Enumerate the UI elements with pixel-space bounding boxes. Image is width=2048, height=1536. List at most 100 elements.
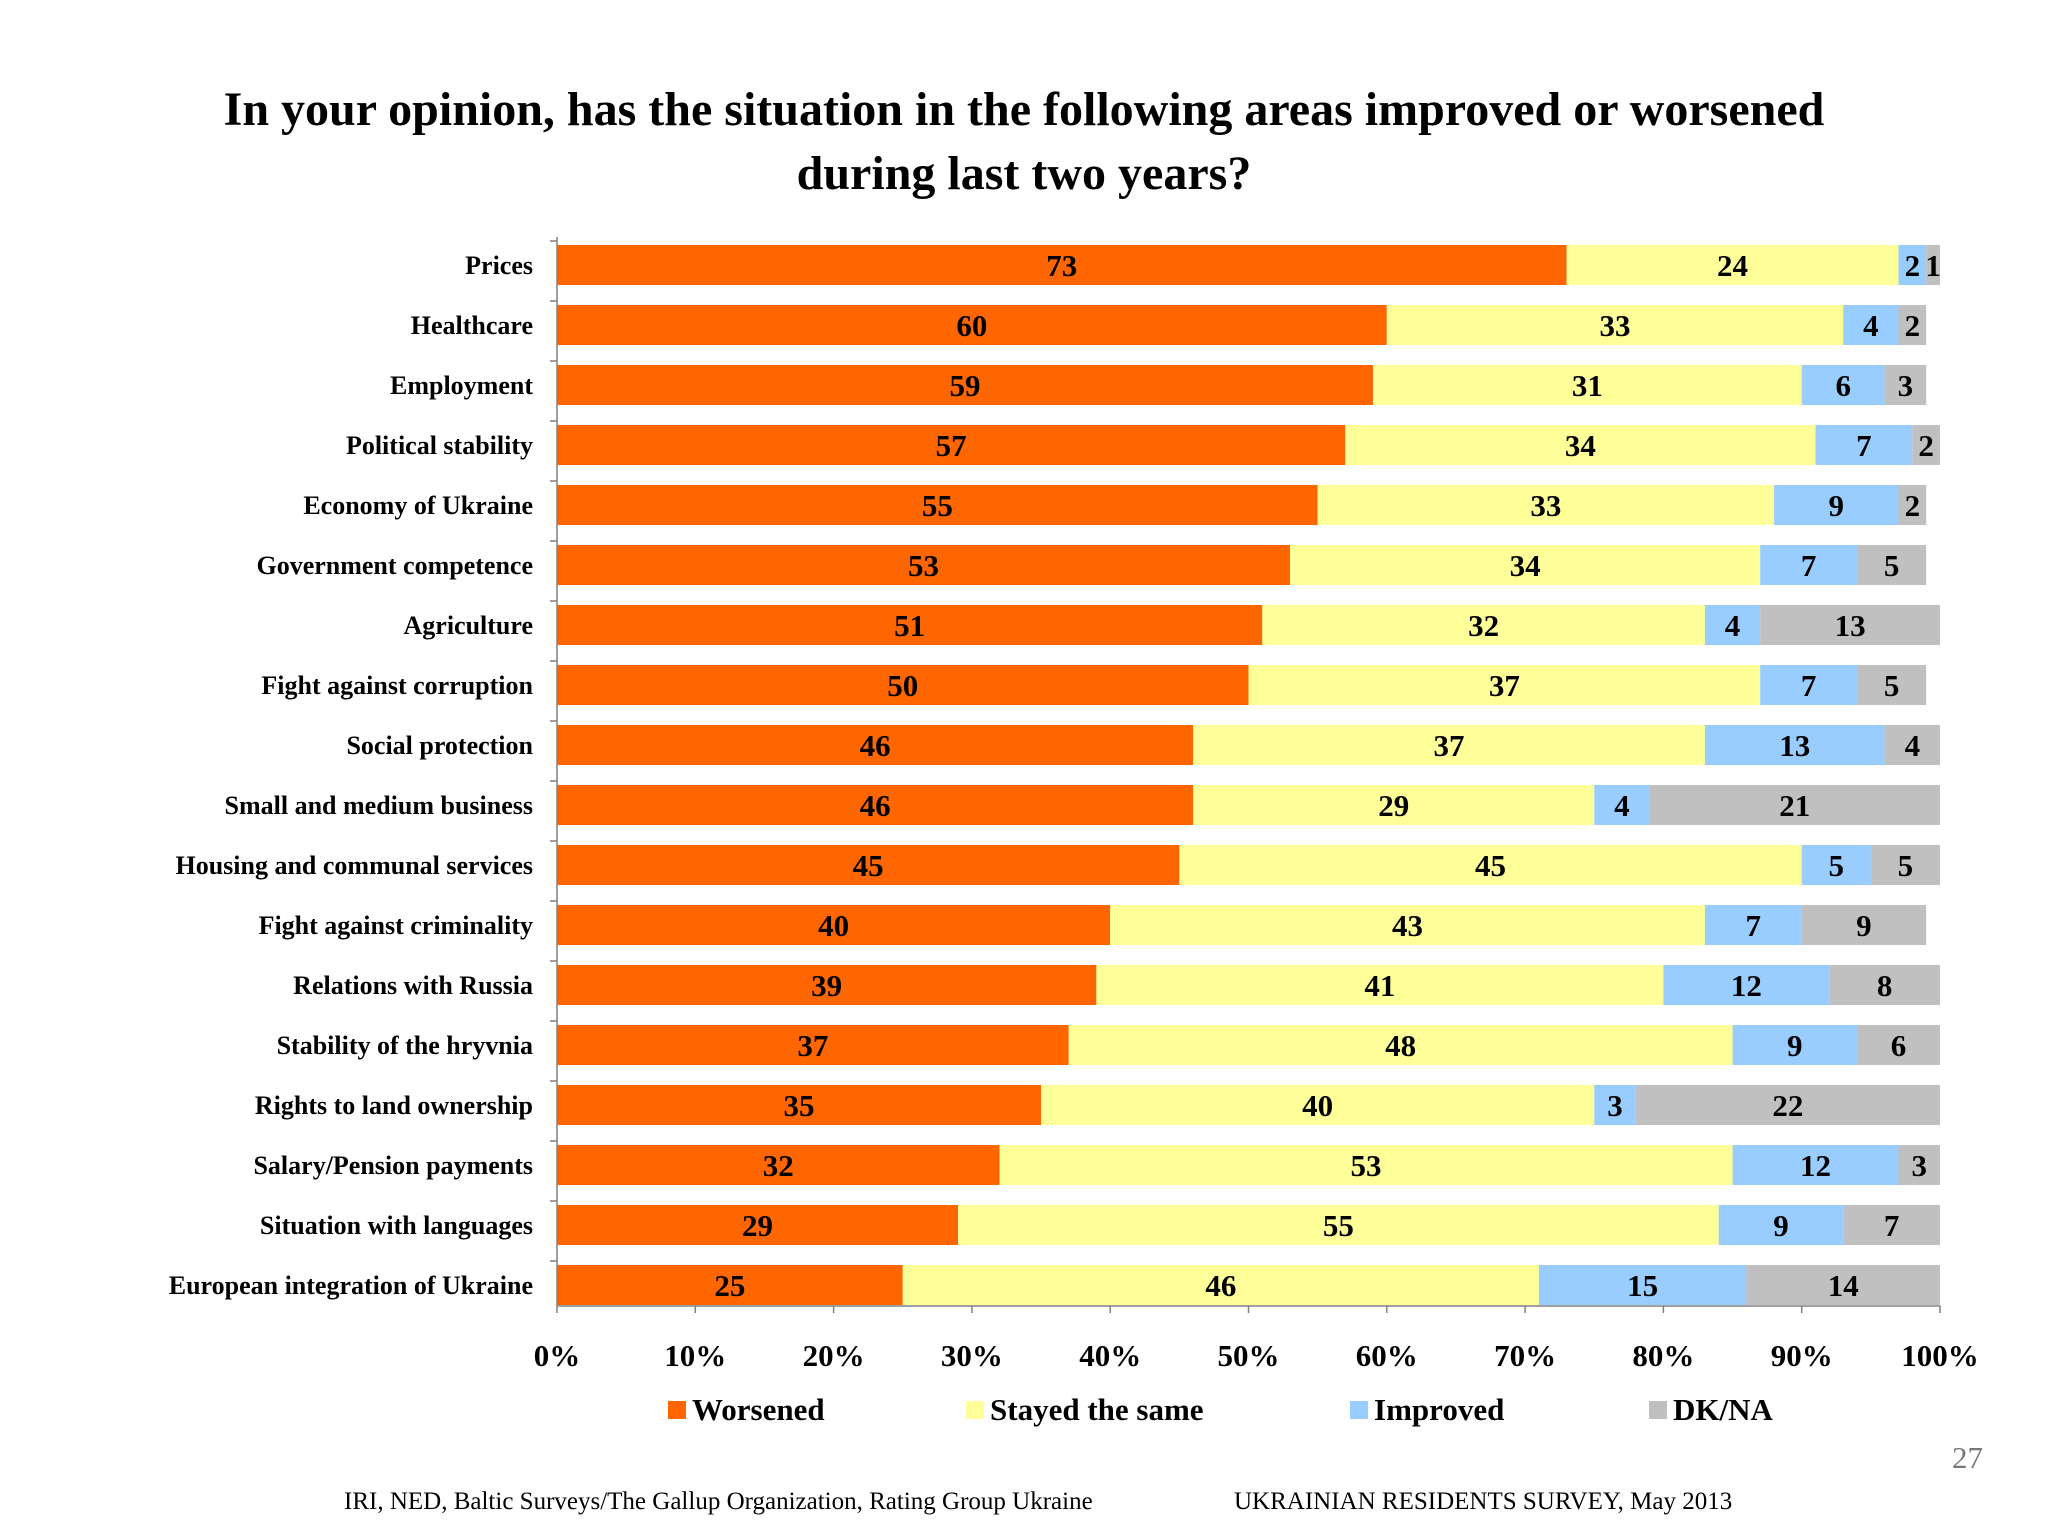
bar-improved-agriculture [1704,605,1761,645]
bar-worsened-housing-and-communal-services [557,845,1180,885]
data-label-worsened-government-competence: 53 [908,548,939,583]
data-label-improved-fight-against-criminality: 7 [1746,908,1762,943]
bar-dk-na-fight-against-criminality [1801,905,1927,945]
data-label-stayed-the-same-relations-with-russia: 41 [1364,968,1395,1003]
bar-worsened-fight-against-criminality [557,905,1111,945]
bar-stayed-the-same-small-and-medium-business [1193,785,1595,825]
data-label-worsened-salary-pension-payments: 32 [763,1148,794,1183]
data-label-stayed-the-same-fight-against-criminality: 43 [1392,908,1423,943]
bar-dk-na-small-and-medium-business [1649,785,1940,825]
legend-label-dkna: DK/NA [1673,1392,1773,1427]
data-label-improved-rights-to-land-ownership: 3 [1607,1088,1623,1123]
category-label-employment: Employment [390,371,533,400]
bar-dk-na-economy-of-ukraine [1898,485,1927,525]
data-label-improved-situation-with-languages: 9 [1773,1208,1789,1243]
category-label-political-stability: Political stability [346,431,533,460]
footer-survey-name: UKRAINIAN RESIDENTS SURVEY, May 2013 [1234,1488,1733,1515]
bar-worsened-social-protection [557,725,1194,765]
data-label-worsened-political-stability: 57 [936,428,967,463]
data-label-worsened-economy-of-ukraine: 55 [922,488,953,523]
bar-stayed-the-same-salary-pension-payments [999,1145,1733,1185]
data-label-dk-na-rights-to-land-ownership: 22 [1772,1088,1803,1123]
bars-layer [557,245,1940,1305]
bar-worsened-relations-with-russia [557,965,1097,1005]
data-label-worsened-prices: 73 [1046,248,1077,283]
category-label-prices: Prices [465,251,533,280]
bar-dk-na-employment [1884,365,1927,405]
category-label-rights-to-land-ownership: Rights to land ownership [255,1091,533,1120]
category-label-fight-against-corruption: Fight against corruption [261,671,533,700]
data-label-dk-na-fight-against-corruption: 5 [1884,668,1900,703]
bar-worsened-stability-of-the-hryvnia [557,1025,1069,1065]
bar-improved-fight-against-corruption [1760,665,1858,705]
x-tick-label-20: 20% [803,1338,865,1373]
bar-dk-na-prices [1926,245,1940,285]
bar-improved-housing-and-communal-services [1801,845,1871,885]
bar-dk-na-agriculture [1760,605,1940,645]
bar-improved-economy-of-ukraine [1774,485,1899,525]
data-label-dk-na-small-and-medium-business: 21 [1779,788,1810,823]
bar-improved-relations-with-russia [1663,965,1830,1005]
legend-swatch-dkna [1649,1401,1667,1419]
data-label-dk-na-political-stability: 2 [1918,428,1934,463]
bar-improved-government-competence [1760,545,1858,585]
data-label-improved-prices: 2 [1905,248,1921,283]
bar-improved-healthcare [1843,305,1899,345]
data-label-dk-na-situation-with-languages: 7 [1884,1208,1900,1243]
bar-dk-na-relations-with-russia [1829,965,1940,1005]
legend-swatch-worsened [668,1401,686,1419]
category-label-economy-of-ukraine: Economy of Ukraine [303,491,533,520]
bar-stayed-the-same-fight-against-criminality [1110,905,1705,945]
page-number: 27 [1952,1440,1983,1475]
bar-dk-na-european-integration-of-ukraine [1746,1265,1940,1305]
bar-worsened-situation-with-languages [557,1205,959,1245]
data-label-worsened-social-protection: 46 [860,728,891,763]
data-label-worsened-situation-with-languages: 29 [742,1208,773,1243]
bar-worsened-salary-pension-payments [557,1145,1000,1185]
bar-stayed-the-same-rights-to-land-ownership [1041,1085,1595,1125]
bar-stayed-the-same-government-competence [1289,545,1761,585]
bar-worsened-agriculture [557,605,1263,645]
data-label-stayed-the-same-government-competence: 34 [1510,548,1541,583]
data-label-dk-na-salary-pension-payments: 3 [1912,1148,1928,1183]
bar-dk-na-situation-with-languages [1843,1205,1940,1245]
data-label-improved-salary-pension-payments: 12 [1800,1148,1831,1183]
category-label-situation-with-languages: Situation with languages [260,1211,533,1240]
data-label-improved-relations-with-russia: 12 [1731,968,1762,1003]
data-label-stayed-the-same-fight-against-corruption: 37 [1489,668,1520,703]
data-label-worsened-relations-with-russia: 39 [811,968,842,1003]
legend-swatch-stayed-the-same [966,1401,984,1419]
bar-dk-na-housing-and-communal-services [1870,845,1940,885]
bar-improved-salary-pension-payments [1732,1145,1899,1185]
category-label-european-integration-of-ukraine: European integration of Ukraine [169,1271,533,1300]
legend-label-stayed-the-same: Stayed the same [990,1392,1204,1427]
data-label-stayed-the-same-employment: 31 [1572,368,1603,403]
category-label-agriculture: Agriculture [404,611,534,640]
bar-worsened-rights-to-land-ownership [557,1085,1042,1125]
x-tick-label-30: 30% [941,1338,1003,1373]
bar-improved-european-integration-of-ukraine [1538,1265,1747,1305]
bar-improved-prices [1898,245,1927,285]
data-label-improved-european-integration-of-ukraine: 15 [1627,1268,1658,1303]
bar-stayed-the-same-economy-of-ukraine [1317,485,1775,525]
legend-label-worsened: Worsened [692,1392,825,1427]
x-tick-label-0: 0% [534,1338,581,1373]
data-label-dk-na-employment: 3 [1898,368,1914,403]
bar-dk-na-social-protection [1884,725,1940,765]
category-label-fight-against-criminality: Fight against criminality [259,911,533,940]
data-label-improved-employment: 6 [1835,368,1851,403]
bar-stayed-the-same-european-integration-of-ukraine [902,1265,1539,1305]
x-tick-label-80: 80% [1632,1338,1694,1373]
bar-worsened-economy-of-ukraine [557,485,1318,525]
data-label-stayed-the-same-rights-to-land-ownership: 40 [1302,1088,1333,1123]
data-label-worsened-european-integration-of-ukraine: 25 [714,1268,745,1303]
bar-worsened-healthcare [557,305,1387,345]
footer-source: IRI, NED, Baltic Surveys/The Gallup Orga… [344,1488,1093,1515]
bar-worsened-employment [557,365,1373,405]
bar-improved-stability-of-the-hryvnia [1732,1025,1858,1065]
x-tick-label-10: 10% [664,1338,726,1373]
bar-worsened-prices [557,245,1567,285]
data-label-dk-na-social-protection: 4 [1905,728,1921,763]
